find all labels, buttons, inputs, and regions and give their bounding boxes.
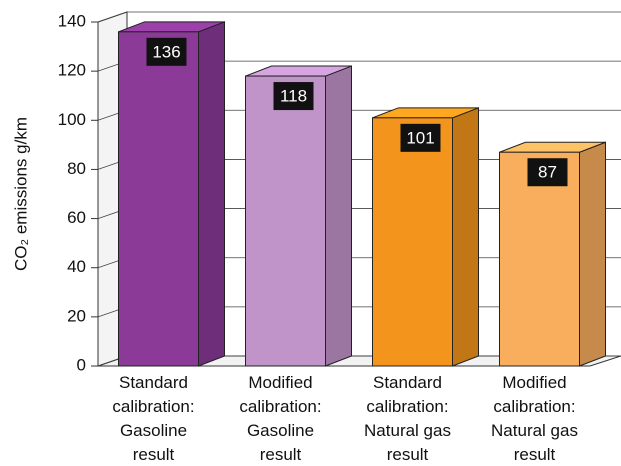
bar (245, 65, 352, 367)
y-tick-label: 20 (67, 306, 86, 325)
x-tick-label: Modified calibration: Natural gas result (491, 373, 578, 464)
bar-front (118, 31, 199, 367)
x-tick-label: Modified calibration: Gasoline result (239, 373, 321, 464)
x-tick-label-line: calibration: (493, 397, 575, 416)
x-tick-label-line: Standard (373, 373, 442, 392)
x-tick-label-line: result (260, 445, 302, 464)
y-tick-label: 40 (67, 257, 86, 276)
value-label-box (400, 123, 441, 152)
value-label: 136 (152, 42, 180, 61)
x-tick-label: Standard calibration: Natural gas result (364, 373, 451, 464)
y-tick-label: 140 (58, 11, 86, 30)
x-tick-label-line: calibration: (239, 397, 321, 416)
x-tick-label-line: result (387, 445, 429, 464)
x-tick-label-line: Natural gas (491, 421, 578, 440)
y-tick-label: 0 (77, 355, 86, 374)
bar-side (452, 107, 479, 367)
grid-line (97, 11, 621, 23)
bar (372, 107, 479, 367)
value-label: 118 (280, 87, 307, 106)
x-tick-label-line: Modified (502, 373, 566, 392)
x-tick-label-line: result (514, 445, 556, 464)
y-tick-label: 80 (67, 159, 86, 178)
bar (118, 21, 225, 367)
value-label-box (527, 158, 568, 187)
bar-side (325, 65, 352, 367)
y-tick-label: 120 (58, 61, 86, 80)
value-label-box (146, 37, 187, 66)
value-label: 101 (406, 128, 434, 147)
x-tick-label: Standard calibration: Gasoline result (112, 373, 194, 464)
x-tick-label-line: calibration: (366, 397, 448, 416)
x-tick-label-line: Gasoline (120, 421, 187, 440)
bar-front (245, 75, 326, 367)
bar-front (372, 117, 453, 367)
y-tick-label: 100 (58, 110, 86, 129)
bar-front (499, 151, 580, 367)
x-tick-label-line: Gasoline (247, 421, 314, 440)
x-tick-label-line: Modified (248, 373, 312, 392)
value-label-box (273, 82, 314, 111)
bar-side (579, 141, 606, 367)
x-tick-label-line: Natural gas (364, 421, 451, 440)
bar-side (198, 21, 225, 367)
x-tick-label-line: result (133, 445, 175, 464)
y-tick-label: 60 (67, 208, 86, 227)
bar (499, 141, 606, 367)
value-label: 87 (538, 163, 557, 182)
y-axis-label: CO₂ emissions g/km (11, 117, 30, 271)
x-tick-label-line: Standard (119, 373, 188, 392)
x-tick-label-line: calibration: (112, 397, 194, 416)
